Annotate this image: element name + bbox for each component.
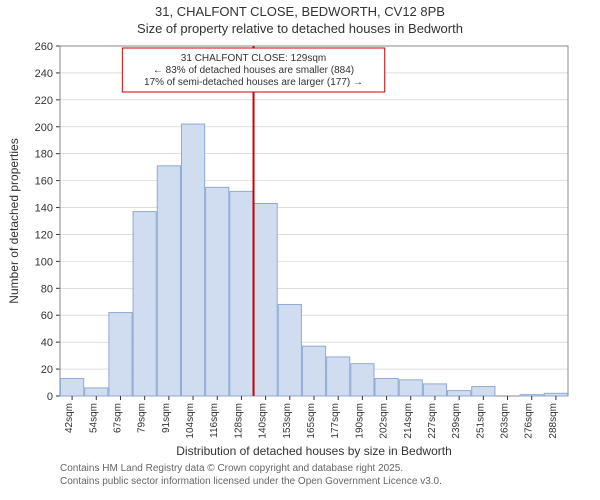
chart-svg: 31, CHALFONT CLOSE, BEDWORTH, CV12 8PB Si… (0, 0, 600, 500)
histogram-bar (230, 191, 253, 396)
x-tick-label: 214sqm (403, 403, 414, 439)
y-axis-label: Number of detached properties (7, 138, 21, 303)
histogram-bar (423, 384, 446, 396)
histogram-bar (206, 187, 229, 396)
histogram-bar (157, 166, 180, 396)
y-tick-label: 100 (35, 256, 53, 268)
x-tick-label: 54sqm (88, 403, 99, 433)
histogram-bar (61, 379, 84, 397)
x-tick-label: 263sqm (500, 403, 511, 439)
y-tick-label: 180 (35, 149, 53, 161)
histogram-bar (109, 313, 132, 396)
x-tick-label: 140sqm (258, 403, 269, 439)
histogram-bar (327, 357, 350, 396)
x-tick-label: 276sqm (524, 403, 535, 439)
histogram-bar (85, 388, 108, 396)
y-tick-label: 260 (35, 41, 53, 53)
x-tick-label: 128sqm (233, 403, 244, 439)
histogram-bar (399, 380, 422, 396)
x-tick-label: 79sqm (137, 403, 148, 433)
annotation-line: 31 CHALFONT CLOSE: 129sqm (181, 53, 326, 64)
histogram-bar (133, 212, 156, 396)
x-tick-label: 177sqm (330, 403, 341, 439)
histogram-chart: 31, CHALFONT CLOSE, BEDWORTH, CV12 8PB Si… (0, 0, 600, 500)
histogram-bar (375, 379, 398, 397)
x-tick-label: 227sqm (427, 403, 438, 439)
x-tick-label: 116sqm (209, 403, 220, 438)
y-tick-label: 160 (35, 176, 53, 188)
histogram-bar (520, 395, 543, 396)
x-tick-label: 42sqm (64, 403, 75, 433)
x-axis-label: Distribution of detached houses by size … (176, 444, 452, 458)
histogram-bar (448, 391, 471, 396)
x-tick-label: 288sqm (548, 403, 559, 439)
x-tick-label: 67sqm (112, 403, 123, 433)
footer-line1: Contains HM Land Registry data © Crown c… (60, 463, 403, 474)
x-tick-label: 104sqm (185, 403, 196, 439)
histogram-bar (544, 393, 567, 396)
x-tick-label: 251sqm (475, 403, 486, 439)
histogram-bar (254, 204, 277, 397)
y-tick-label: 240 (35, 68, 53, 80)
y-tick-label: 0 (47, 391, 53, 403)
histogram-bar (472, 387, 495, 396)
chart-title-line1: 31, CHALFONT CLOSE, BEDWORTH, CV12 8PB (155, 4, 445, 19)
histogram-bar (181, 124, 204, 396)
x-tick-label: 153sqm (282, 403, 293, 439)
y-tick-label: 80 (41, 283, 53, 295)
histogram-bar (278, 304, 301, 396)
y-tick-label: 220 (35, 95, 53, 107)
y-tick-label: 140 (35, 203, 53, 215)
x-tick-label: 202sqm (379, 403, 390, 439)
y-tick-label: 200 (35, 122, 53, 134)
histogram-bar (302, 346, 325, 396)
y-tick-label: 60 (41, 310, 53, 322)
chart-title-line2: Size of property relative to detached ho… (137, 21, 463, 36)
annotation-line: 17% of semi-detached houses are larger (… (144, 77, 363, 88)
x-tick-label: 190sqm (354, 403, 365, 439)
x-tick-label: 91sqm (161, 403, 172, 433)
annotation-line: ← 83% of detached houses are smaller (88… (153, 65, 354, 76)
y-tick-label: 40 (41, 337, 53, 349)
y-tick-label: 120 (35, 229, 53, 241)
footer-line2: Contains public sector information licen… (60, 476, 442, 487)
y-tick-label: 20 (41, 364, 53, 376)
x-tick-label: 165sqm (306, 403, 317, 439)
x-tick-label: 239sqm (451, 403, 462, 439)
histogram-bar (351, 364, 374, 396)
